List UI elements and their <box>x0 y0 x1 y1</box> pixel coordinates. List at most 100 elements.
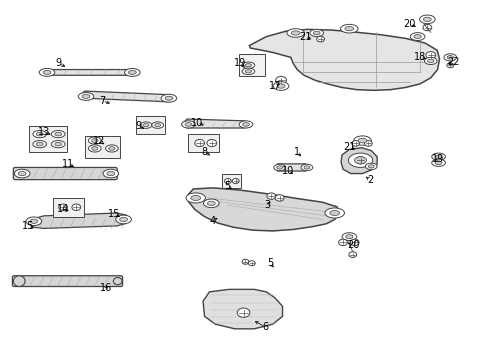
Ellipse shape <box>329 211 339 216</box>
Text: 4: 4 <box>209 216 215 225</box>
Circle shape <box>275 76 286 84</box>
Text: 21: 21 <box>343 142 355 152</box>
Text: 10: 10 <box>191 118 203 128</box>
Ellipse shape <box>120 217 127 222</box>
Ellipse shape <box>203 199 219 208</box>
FancyBboxPatch shape <box>238 54 265 76</box>
Ellipse shape <box>39 68 55 76</box>
Polygon shape <box>29 213 130 228</box>
Circle shape <box>316 36 324 42</box>
Polygon shape <box>274 164 310 171</box>
Circle shape <box>242 259 248 264</box>
Ellipse shape <box>55 132 61 136</box>
Ellipse shape <box>242 62 254 68</box>
Ellipse shape <box>207 201 215 206</box>
Text: 9: 9 <box>135 121 142 131</box>
Ellipse shape <box>340 24 357 33</box>
Ellipse shape <box>18 171 26 176</box>
Ellipse shape <box>184 123 191 126</box>
Ellipse shape <box>36 142 43 146</box>
FancyBboxPatch shape <box>221 174 241 188</box>
Ellipse shape <box>424 57 436 64</box>
Text: 19: 19 <box>431 154 444 164</box>
Ellipse shape <box>242 123 249 126</box>
Text: 9: 9 <box>55 58 61 68</box>
Ellipse shape <box>427 59 433 63</box>
Ellipse shape <box>103 169 119 178</box>
Ellipse shape <box>367 165 373 168</box>
Ellipse shape <box>347 153 372 167</box>
Polygon shape <box>340 148 376 174</box>
Ellipse shape <box>291 31 300 35</box>
Ellipse shape <box>43 71 51 75</box>
Ellipse shape <box>434 161 441 165</box>
Circle shape <box>364 140 371 146</box>
Ellipse shape <box>14 169 30 178</box>
Circle shape <box>348 252 356 257</box>
Text: 5: 5 <box>224 181 230 192</box>
Text: 6: 6 <box>262 322 268 332</box>
FancyBboxPatch shape <box>84 135 120 158</box>
Ellipse shape <box>116 215 131 224</box>
Text: 20: 20 <box>402 19 415 29</box>
Ellipse shape <box>91 139 98 142</box>
Text: 2: 2 <box>366 175 373 185</box>
Text: 15: 15 <box>22 221 34 231</box>
Text: 13: 13 <box>38 127 50 137</box>
Ellipse shape <box>277 84 285 88</box>
Ellipse shape <box>33 140 46 148</box>
Ellipse shape <box>105 145 118 152</box>
Ellipse shape <box>242 68 254 75</box>
Ellipse shape <box>26 217 41 226</box>
Ellipse shape <box>82 94 90 98</box>
Ellipse shape <box>244 64 251 67</box>
Ellipse shape <box>161 94 176 102</box>
Ellipse shape <box>108 147 115 150</box>
Ellipse shape <box>107 171 115 176</box>
Circle shape <box>206 139 216 147</box>
Ellipse shape <box>353 136 370 145</box>
Text: 14: 14 <box>57 204 69 214</box>
Ellipse shape <box>91 147 98 150</box>
Ellipse shape <box>325 208 344 218</box>
Text: 5: 5 <box>266 258 273 268</box>
Ellipse shape <box>152 122 163 129</box>
Ellipse shape <box>181 121 195 128</box>
Text: 19: 19 <box>233 58 245 68</box>
Text: 16: 16 <box>100 283 112 293</box>
FancyBboxPatch shape <box>29 126 67 152</box>
Ellipse shape <box>434 155 441 158</box>
Ellipse shape <box>423 17 430 22</box>
Ellipse shape <box>164 96 172 100</box>
Polygon shape <box>81 91 172 102</box>
Ellipse shape <box>185 193 205 203</box>
Ellipse shape <box>88 145 101 152</box>
Ellipse shape <box>51 131 65 138</box>
Text: 20: 20 <box>346 240 359 250</box>
Ellipse shape <box>88 137 101 144</box>
Text: 15: 15 <box>108 209 120 219</box>
FancyBboxPatch shape <box>12 276 122 287</box>
Circle shape <box>422 24 431 31</box>
Text: 11: 11 <box>62 159 74 169</box>
Circle shape <box>349 239 358 246</box>
Text: 22: 22 <box>446 57 459 67</box>
Ellipse shape <box>409 33 424 41</box>
Ellipse shape <box>239 121 252 128</box>
FancyBboxPatch shape <box>53 198 83 217</box>
Text: 1: 1 <box>293 147 300 157</box>
Ellipse shape <box>155 123 160 127</box>
Ellipse shape <box>143 123 149 127</box>
Polygon shape <box>203 289 282 329</box>
Ellipse shape <box>273 82 288 90</box>
Ellipse shape <box>357 138 366 143</box>
Ellipse shape <box>140 122 152 129</box>
FancyBboxPatch shape <box>136 116 164 134</box>
Ellipse shape <box>113 278 122 285</box>
Circle shape <box>248 261 255 266</box>
Text: 17: 17 <box>268 81 281 91</box>
Circle shape <box>194 139 204 147</box>
Text: 21: 21 <box>299 32 311 41</box>
Circle shape <box>232 179 239 184</box>
Polygon shape <box>188 188 339 231</box>
